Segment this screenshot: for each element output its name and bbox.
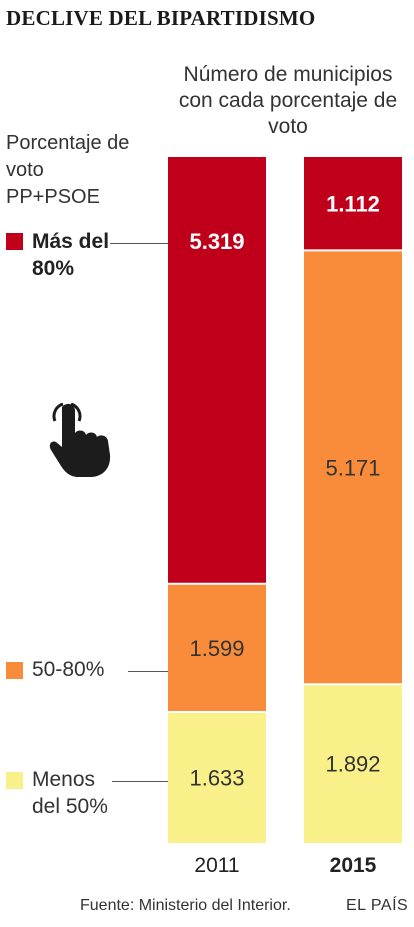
category-label: 2015 xyxy=(330,854,377,877)
legend-label-low: Menos del 50% xyxy=(32,768,108,818)
data-label: 1.112 xyxy=(326,192,380,217)
data-label: 5.171 xyxy=(325,455,380,480)
legend-swatch-high xyxy=(6,233,23,250)
source-note: Fuente: Ministerio del Interior. xyxy=(80,897,291,914)
legend-label-mid: 50-80% xyxy=(32,658,105,681)
legend-title-text: Porcentaje de voto PP+PSOE xyxy=(6,132,130,208)
bar-segment-2011-0 xyxy=(168,711,266,843)
legend-swatch-low xyxy=(6,772,23,789)
data-label: 1.599 xyxy=(189,636,244,661)
legend-leader-low xyxy=(112,781,168,782)
bar-segment-2015-0 xyxy=(304,684,402,843)
data-label: 1.892 xyxy=(325,752,380,777)
brand-label: EL PAÍS xyxy=(346,897,409,914)
chart-title: DECLIVE DEL BIPARTIDISMO xyxy=(6,6,316,30)
bar-segment-2011-1 xyxy=(168,583,266,712)
legend-leader-high xyxy=(110,243,168,244)
bar-segment-2015-1 xyxy=(304,250,402,685)
data-label: 1.633 xyxy=(189,765,244,790)
legend-leader-mid xyxy=(128,671,168,672)
category-label: 2011 xyxy=(194,854,239,877)
pointing-hand-icon xyxy=(48,402,118,484)
data-label: 5.319 xyxy=(189,229,244,254)
legend-label-high: Más del 80% xyxy=(32,230,110,280)
bar-segment-2011-2 xyxy=(168,157,266,584)
bar-segment-2015-2 xyxy=(304,157,402,251)
legend-title: Porcentaje de voto PP+PSOE xyxy=(6,130,141,211)
chart-subtitle: Número de municipios con cada porcentaje… xyxy=(178,63,398,138)
legend-swatch-mid xyxy=(6,662,23,679)
